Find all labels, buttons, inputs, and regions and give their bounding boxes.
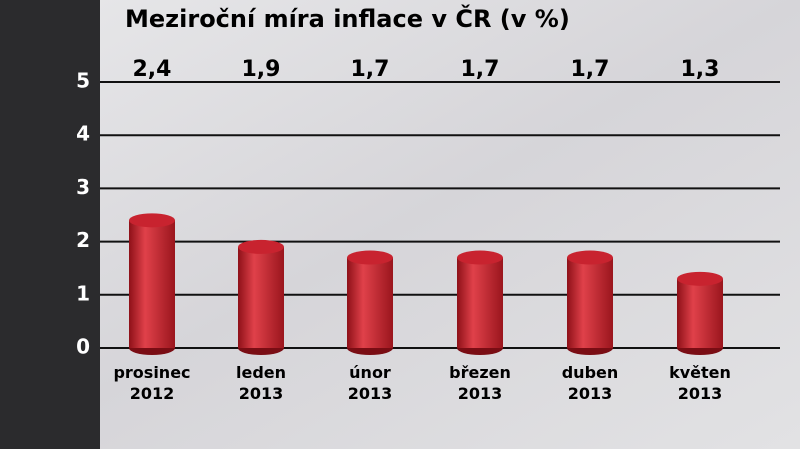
y-tick-label: 2 [76, 228, 90, 252]
x-tick-label: prosinec 2012 [113, 363, 190, 403]
bar-top [129, 213, 175, 228]
x-tick-label: březen 2013 [449, 363, 511, 403]
bar [457, 257, 503, 348]
y-tick-label: 4 [76, 122, 90, 146]
x-tick-label: leden 2013 [236, 363, 286, 403]
bar [677, 278, 723, 348]
y-tick-label: 0 [76, 335, 90, 359]
x-tick-label: květen 2013 [669, 363, 731, 403]
x-tick-label: únor 2013 [348, 363, 393, 403]
bar [347, 257, 393, 348]
chart-title: Meziroční míra inflace v ČR (v %) [125, 3, 570, 33]
value-label: 1,7 [461, 57, 500, 82]
bar [567, 257, 613, 348]
bar-top [677, 271, 723, 286]
y-tick-label: 3 [76, 175, 90, 199]
y-tick-label: 1 [76, 281, 90, 305]
bar-top [567, 250, 613, 265]
value-label: 1,7 [571, 57, 610, 82]
bar-top [347, 250, 393, 265]
bar-top [238, 239, 284, 254]
value-label: 1,7 [351, 57, 390, 82]
bar [129, 220, 175, 348]
side-strip [0, 0, 100, 449]
bar [238, 246, 284, 348]
x-tick-label: duben 2013 [562, 363, 619, 403]
bar-top [457, 250, 503, 265]
y-tick-label: 5 [76, 69, 90, 93]
value-label: 1,9 [242, 57, 281, 82]
value-label: 2,4 [133, 57, 172, 82]
value-label: 1,3 [681, 57, 720, 82]
